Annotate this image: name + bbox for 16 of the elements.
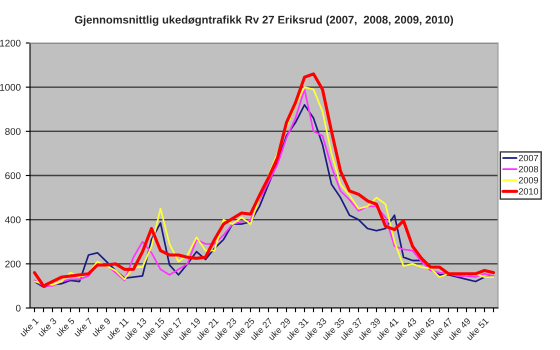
- legend-label: 2007: [518, 154, 538, 162]
- x-tick-label: uke 1: [19, 317, 39, 337]
- legend-label: 2010: [518, 188, 538, 195]
- x-tick-label: uke 3: [37, 317, 57, 337]
- y-tick-label: 0: [16, 304, 21, 312]
- y-tick-label: 400: [4, 216, 21, 224]
- y-tick-label: 200: [5, 260, 21, 268]
- x-tick-label: uke 7: [73, 317, 93, 337]
- chart-title: Gjennomsnittlig ukedøgntrafikk Rv 27 Eriksrud (2007, 2008, 2009, 2010): [74, 16, 454, 26]
- y-tick-label: 1200: [0, 40, 21, 47]
- y-tick-label: 1000: [0, 84, 21, 91]
- y-tick-label: 800: [5, 128, 21, 135]
- legend-label: 2008: [518, 166, 538, 172]
- y-tick-label: 600: [5, 172, 21, 180]
- legend-label: 2009: [518, 177, 538, 184]
- x-tick-label: uke 5: [55, 317, 75, 337]
